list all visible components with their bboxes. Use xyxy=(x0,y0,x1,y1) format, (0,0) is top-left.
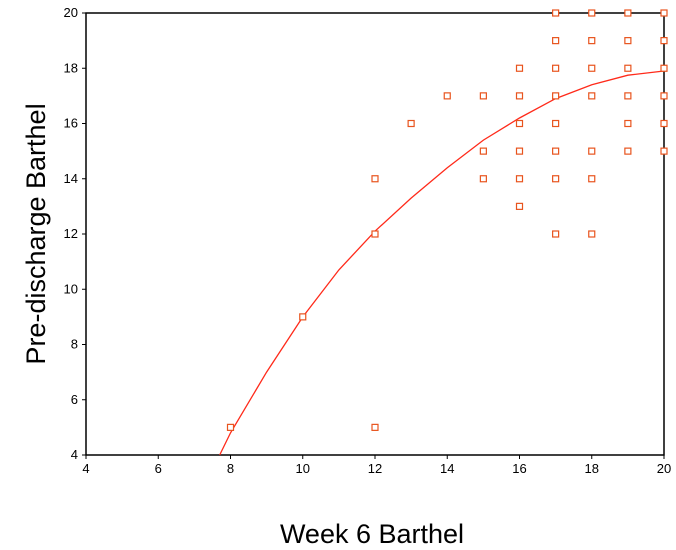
data-point xyxy=(588,64,596,72)
data-point xyxy=(552,119,560,128)
y-tick-label: 10 xyxy=(64,281,78,296)
data-point xyxy=(552,147,560,155)
data-point xyxy=(479,92,487,100)
data-point xyxy=(624,37,632,45)
data-point xyxy=(552,9,560,17)
y-tick-label: 4 xyxy=(71,447,78,462)
x-tick-label: 8 xyxy=(227,461,234,476)
x-tick-label: 4 xyxy=(82,461,89,476)
data-point xyxy=(588,92,596,100)
x-axis-title: Week 6 Barthel xyxy=(280,519,464,549)
y-tick-label: 18 xyxy=(64,60,78,75)
x-tick-label: 18 xyxy=(585,461,599,476)
y-tick-label: 20 xyxy=(64,5,78,20)
data-point xyxy=(479,175,487,183)
data-point xyxy=(588,230,596,238)
fit-line xyxy=(219,70,665,456)
y-tick-label: 6 xyxy=(71,392,78,407)
data-point xyxy=(407,119,415,128)
data-point xyxy=(515,64,524,72)
data-point xyxy=(552,230,560,238)
data-point xyxy=(552,64,560,72)
y-tick-label: 14 xyxy=(64,171,78,186)
y-tick-label: 16 xyxy=(64,116,78,131)
data-point xyxy=(624,147,632,155)
data-point xyxy=(588,175,596,183)
data-point xyxy=(515,119,524,128)
data-points xyxy=(226,9,668,431)
data-point xyxy=(660,37,668,45)
data-point xyxy=(588,37,596,45)
data-point xyxy=(660,9,668,17)
data-point xyxy=(299,313,307,321)
data-point xyxy=(624,64,632,72)
x-axis: 4 6 8 10 12 14 16 18 20 xyxy=(82,455,671,476)
y-axis-title: Pre-discharge Barthel xyxy=(21,103,51,364)
y-tick-label: 8 xyxy=(71,337,78,352)
x-tick-label: 14 xyxy=(440,461,454,476)
data-point xyxy=(624,9,632,17)
data-point xyxy=(371,230,379,238)
data-point xyxy=(588,147,596,155)
data-point xyxy=(624,119,632,128)
data-point xyxy=(660,92,668,100)
data-point xyxy=(479,147,487,155)
data-point xyxy=(552,175,560,183)
data-point xyxy=(552,92,560,100)
x-tick-label: 6 xyxy=(155,461,162,476)
data-point xyxy=(226,423,235,431)
data-point xyxy=(515,202,524,210)
data-point xyxy=(515,147,524,155)
y-axis: 4 6 8 10 12 14 16 18 20 xyxy=(64,5,86,462)
x-tick-label: 16 xyxy=(512,461,526,476)
data-point xyxy=(515,175,524,183)
data-point xyxy=(371,423,379,431)
x-tick-label: 10 xyxy=(296,461,310,476)
data-point xyxy=(660,147,668,155)
data-point xyxy=(443,92,451,100)
data-point xyxy=(588,9,596,17)
x-tick-label: 20 xyxy=(657,461,671,476)
data-point xyxy=(660,64,668,72)
data-point xyxy=(371,175,379,183)
data-point xyxy=(660,119,668,128)
data-point xyxy=(515,92,524,100)
y-tick-label: 12 xyxy=(64,226,78,241)
data-point xyxy=(552,37,560,45)
x-tick-label: 12 xyxy=(368,461,382,476)
data-point xyxy=(624,92,632,100)
